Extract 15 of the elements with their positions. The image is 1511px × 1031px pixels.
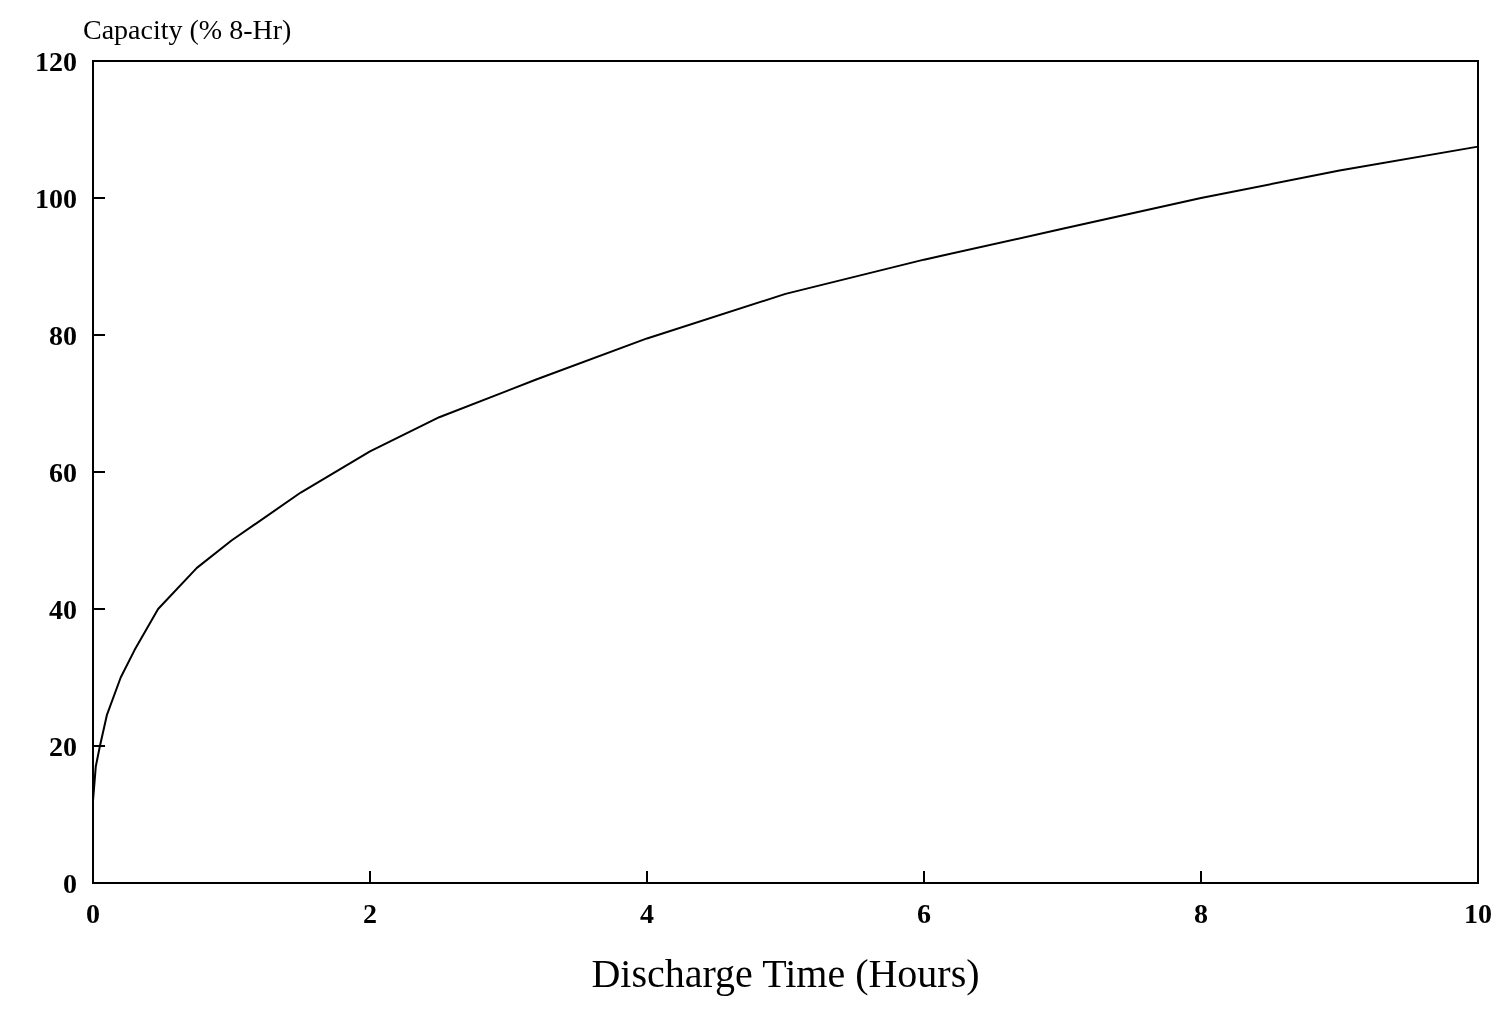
y-axis-title: Capacity (% 8-Hr) bbox=[83, 13, 292, 45]
y-tick-label: 100 bbox=[35, 182, 77, 214]
x-axis-title: Discharge Time (Hours) bbox=[591, 950, 980, 996]
x-tick-label: 8 bbox=[1194, 897, 1208, 929]
y-tick-label: 60 bbox=[49, 456, 77, 488]
x-tick-label: 2 bbox=[363, 897, 377, 929]
x-tick-label: 10 bbox=[1464, 897, 1492, 929]
y-tick-label: 80 bbox=[49, 319, 77, 351]
x-tick-label: 0 bbox=[86, 897, 100, 929]
y-tick-label: 40 bbox=[49, 593, 77, 625]
x-tick-label: 6 bbox=[917, 897, 931, 929]
y-tick-label: 0 bbox=[63, 867, 77, 899]
y-tick-label: 20 bbox=[49, 730, 77, 762]
x-tick-label: 4 bbox=[640, 897, 654, 929]
y-tick-label: 120 bbox=[35, 45, 77, 77]
